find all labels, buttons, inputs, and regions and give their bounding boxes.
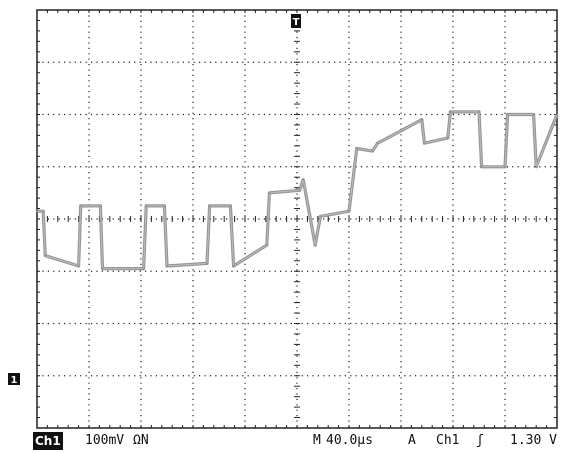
trace-point — [36, 210, 38, 212]
waveform-trace-group — [36, 110, 559, 271]
trace-point — [376, 142, 379, 145]
trace-point — [506, 113, 509, 116]
trace-point — [535, 165, 537, 168]
trigger-slope-icon: ʃ — [476, 433, 484, 448]
trace-point — [556, 113, 558, 116]
trace-point — [142, 267, 145, 270]
graticule-grid — [37, 10, 557, 428]
timebase-prefix: M — [313, 433, 321, 448]
trigger-position-marker[interactable]: T — [291, 14, 301, 28]
trace-point — [268, 192, 271, 194]
volts-per-div: 100mV — [85, 433, 125, 448]
channel-ground-marker[interactable]: 1 — [8, 373, 20, 386]
trace-point — [449, 111, 452, 113]
trace-point — [229, 205, 232, 207]
trace-point — [42, 210, 45, 212]
trace-point — [421, 118, 423, 121]
scope-status-bar: Ch1 100mV ΩN M 40.0µs A Ch1 ʃ 1.30 V — [0, 432, 570, 450]
trace-point — [163, 205, 166, 207]
trace-point — [298, 189, 301, 192]
timebase-value: 40.0µs — [326, 433, 373, 448]
trace-point — [480, 165, 483, 168]
trace-point — [206, 262, 208, 265]
trace-point — [348, 210, 350, 212]
trace-point — [314, 244, 317, 246]
trace-point — [145, 205, 147, 207]
trace-point — [232, 265, 235, 267]
trace-point — [101, 267, 104, 270]
trace-point — [79, 205, 82, 207]
trace-point — [44, 254, 47, 257]
trace-point — [478, 111, 480, 113]
trace-point — [302, 179, 305, 181]
trace-point — [208, 205, 211, 207]
trigger-source: Ch1 — [436, 433, 460, 448]
trace-point — [99, 205, 102, 207]
trace-point — [356, 147, 358, 150]
trace-point — [77, 265, 80, 267]
trace-point — [423, 142, 426, 145]
trace-point — [166, 265, 168, 267]
trace-point — [447, 137, 449, 139]
channel-badge[interactable]: Ch1 — [33, 432, 63, 450]
trigger-position-label: T — [293, 17, 300, 28]
trigger-level: 1.30 V — [510, 433, 557, 448]
trace-point — [532, 113, 535, 116]
trigger-mode: A — [408, 433, 416, 448]
coupling-indicator: ΩN — [133, 433, 149, 448]
trace-point — [319, 215, 322, 218]
trace-point — [371, 150, 374, 152]
trace-point — [504, 165, 506, 168]
waveform-trace-highlight — [37, 111, 558, 270]
channel-ground-label: 1 — [11, 375, 18, 386]
trace-point — [266, 244, 268, 246]
